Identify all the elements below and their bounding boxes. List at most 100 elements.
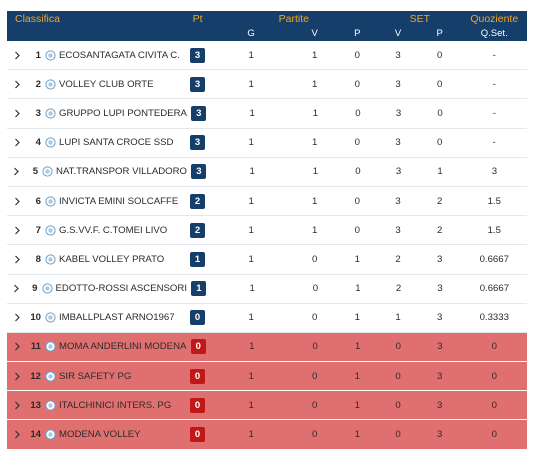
sets-won: 0	[395, 429, 401, 441]
team-name[interactable]: NAT.TRANSPOR VILLADORO	[56, 166, 187, 178]
header-losses: P	[354, 28, 361, 39]
games-played: 1	[249, 107, 255, 119]
header-sets-lost: P	[436, 28, 443, 39]
team-name[interactable]: GRUPPO LUPI PONTEDERA	[59, 107, 187, 119]
team-position: 4	[35, 137, 41, 149]
team-position: 6	[35, 195, 41, 207]
chevron-right-icon[interactable]	[13, 313, 21, 322]
table-row[interactable]: 5 NAT.TRANSPOR VILLADORO 3 1 1 0 3 1 3	[7, 158, 527, 187]
table-row[interactable]: 11 MOMA ANDERLINI MODENA 0 1 0 1 0 3 0	[7, 332, 527, 363]
chevron-right-icon[interactable]	[13, 401, 21, 410]
team-cell: 3 GRUPPO LUPI PONTEDERA	[7, 108, 187, 119]
table-row[interactable]: 12 SIR SAFETY PG 0 1 0 1 0 3 0	[7, 362, 527, 392]
points-badge: 0	[190, 339, 206, 355]
chevron-right-icon[interactable]	[13, 343, 21, 351]
chevron-right-icon[interactable]	[13, 167, 20, 176]
header-partite: Partite	[278, 12, 309, 25]
team-name[interactable]: IMBALLPLAST ARNO1967	[59, 312, 175, 324]
table-row[interactable]: 7 G.S.VV.F. C.TOMEI LIVO 2 1 1 0 3 2 1.5	[7, 216, 527, 246]
chevron-right-icon[interactable]	[13, 109, 21, 118]
points-cell: 0	[186, 310, 210, 326]
set-quotient: -	[492, 49, 496, 61]
chevron-right-icon[interactable]	[13, 372, 21, 381]
team-name[interactable]: SIR SAFETY PG	[59, 370, 132, 382]
team-name[interactable]: ECOSANTAGATA CIVITA C.	[59, 49, 180, 61]
wins: 0	[312, 341, 318, 353]
wins: 1	[311, 49, 318, 61]
losses: 0	[354, 224, 360, 236]
games-played: 1	[248, 49, 254, 61]
losses: 0	[354, 49, 360, 61]
points-badge: 0	[190, 427, 206, 443]
table-row[interactable]: 4 LUPI SANTA CROCE SSD 3 1 1 0 3 0 -	[7, 129, 527, 158]
sets-lost: 3	[436, 370, 443, 382]
team-name[interactable]: G.S.VV.F. C.TOMEI LIVO	[59, 224, 168, 236]
team-position: 10	[30, 312, 41, 324]
table-row[interactable]: 2 VOLLEY CLUB ORTE 3 1 1 0 3 0 -	[7, 70, 527, 100]
team-name[interactable]: VOLLEY CLUB ORTE	[59, 78, 154, 90]
points-badge: 3	[190, 135, 206, 151]
points-badge: 2	[190, 222, 206, 238]
table-row[interactable]: 14 MODENA VOLLEY 0 1 0 1 0 3 0	[7, 420, 527, 450]
header-games-played: G	[247, 28, 255, 39]
table-row[interactable]: 9 EDOTTO-ROSSI ASCENSORI 1 1 0 1 2 3 0.6…	[7, 275, 527, 304]
points-cell: 2	[186, 222, 210, 238]
table-header-columns: G V P V P Q.Set.	[7, 26, 527, 41]
team-name[interactable]: KABEL VOLLEY PRATO	[59, 253, 165, 265]
chevron-right-icon[interactable]	[13, 80, 21, 89]
header-set: SET	[409, 12, 431, 25]
chevron-right-icon[interactable]	[13, 284, 20, 293]
points-cell: 3	[186, 47, 210, 63]
points-badge: 0	[190, 397, 206, 413]
games-played: 1	[249, 283, 255, 295]
wins: 0	[311, 429, 318, 441]
wins: 0	[311, 253, 318, 265]
set-quotient: -	[492, 107, 496, 119]
table-row[interactable]: 3 GRUPPO LUPI PONTEDERA 3 1 1 0 3 0 -	[7, 99, 527, 129]
team-crest-icon	[45, 371, 56, 382]
set-quotient: -	[492, 78, 496, 90]
team-name[interactable]: MODENA VOLLEY	[59, 429, 141, 441]
set-quotient: 0.6667	[479, 253, 509, 265]
games-played: 1	[248, 78, 254, 90]
team-cell: 10 IMBALLPLAST ARNO1967	[7, 312, 186, 323]
points-cell: 0	[186, 397, 210, 413]
sets-won: 0	[395, 399, 401, 411]
wins: 0	[312, 283, 319, 295]
team-position: 5	[32, 166, 39, 178]
points-badge: 0	[190, 310, 206, 326]
chevron-right-icon[interactable]	[13, 255, 21, 264]
table-row[interactable]: 10 IMBALLPLAST ARNO1967 0 1 0 1 1 3 0.33…	[7, 304, 527, 333]
points-cell: 1	[186, 251, 210, 267]
team-position: 9	[32, 283, 38, 295]
table-row[interactable]: 13 ITALCHINICI INTERS. PG 0 1 0 1 0 3 0	[7, 391, 527, 421]
team-name[interactable]: ITALCHINICI INTERS. PG	[59, 399, 172, 411]
sets-lost: 0	[436, 49, 443, 61]
chevron-right-icon[interactable]	[13, 51, 21, 60]
games-played: 1	[248, 399, 254, 411]
chevron-right-icon[interactable]	[13, 226, 21, 235]
team-name[interactable]: EDOTTO-ROSSI ASCENSORI	[55, 283, 188, 295]
team-position: 13	[30, 399, 41, 411]
table-row[interactable]: 8 KABEL VOLLEY PRATO 1 1 0 1 2 3 0.6667	[7, 245, 527, 275]
chevron-right-icon[interactable]	[13, 138, 21, 147]
wins: 1	[311, 224, 318, 236]
team-name[interactable]: MOMA ANDERLINI MODENA	[59, 341, 187, 353]
table-row[interactable]: 6 INVICTA EMINI SOLCAFFE 2 1 1 0 3 2 1.5	[7, 187, 527, 217]
sets-lost: 2	[436, 195, 443, 207]
table-row[interactable]: 1 ECOSANTAGATA CIVITA C. 3 1 1 0 3 0 -	[7, 41, 527, 71]
team-crest-icon	[41, 283, 53, 294]
team-cell: 8 KABEL VOLLEY PRATO	[7, 254, 186, 265]
team-name[interactable]: LUPI SANTA CROCE SSD	[59, 137, 174, 149]
team-position: 11	[30, 341, 41, 353]
sets-lost: 0	[437, 107, 443, 119]
sets-won: 0	[395, 370, 401, 382]
team-name[interactable]: INVICTA EMINI SOLCAFFE	[59, 195, 179, 207]
losses: 1	[355, 341, 361, 353]
team-cell: 9 EDOTTO-ROSSI ASCENSORI	[7, 283, 187, 294]
chevron-right-icon[interactable]	[13, 430, 21, 439]
chevron-right-icon[interactable]	[13, 197, 21, 205]
team-cell: 12 SIR SAFETY PG	[7, 371, 186, 382]
losses: 0	[355, 166, 361, 178]
team-position: 1	[35, 49, 41, 61]
